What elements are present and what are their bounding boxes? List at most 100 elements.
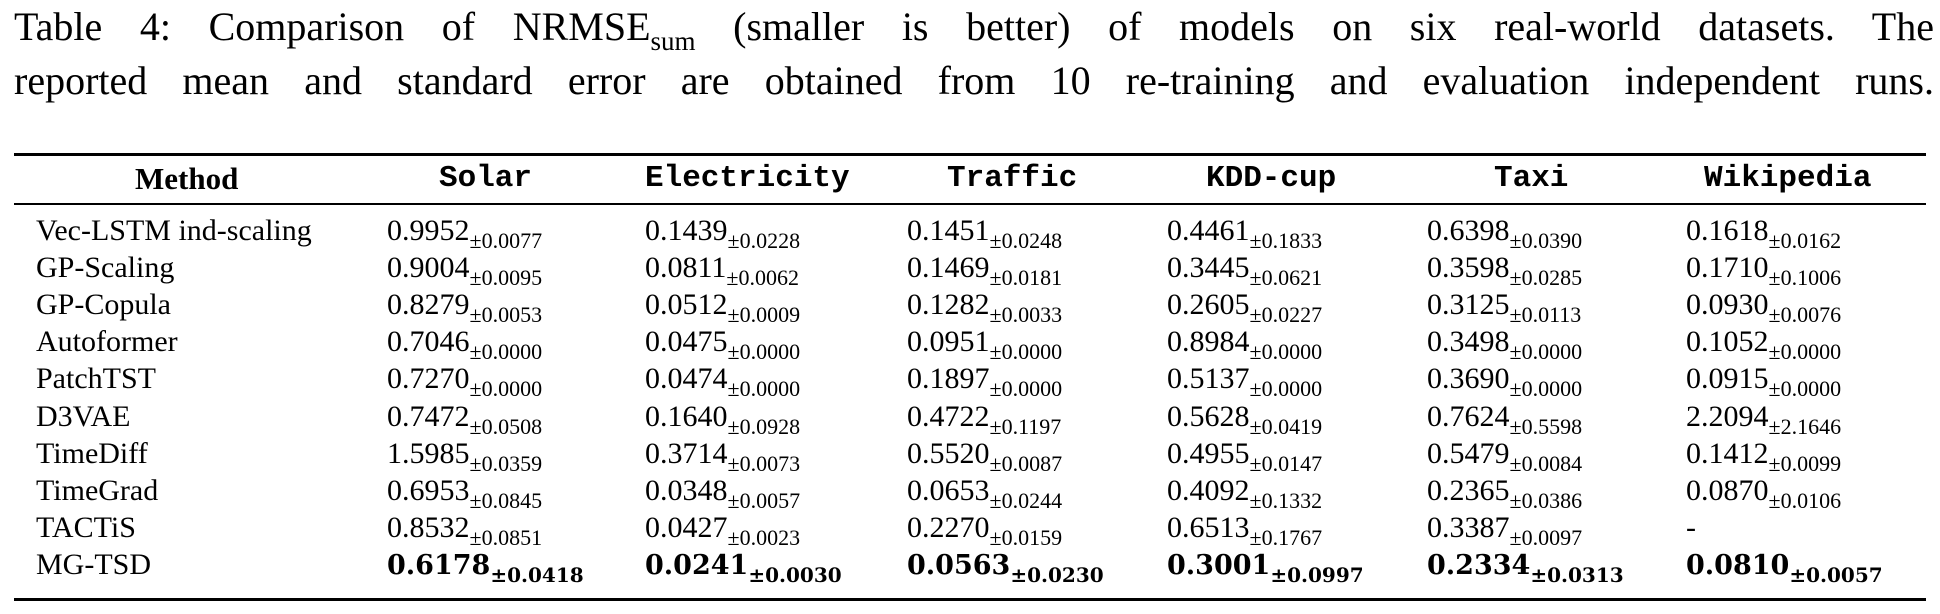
value-cell: 0.0348±0.0057: [645, 472, 800, 512]
mean-value: 0.3387: [1427, 510, 1510, 544]
value-cell: 0.0870±0.0106: [1686, 472, 1841, 512]
table-top-rule: [14, 153, 1926, 156]
mean-value: 0.0427: [645, 510, 728, 544]
mean-value: 0.0563: [907, 549, 1011, 581]
value-cell: 0.7472±0.0508: [387, 398, 542, 438]
mean-value: 0.4955: [1167, 436, 1250, 470]
table-row: PatchTST 0.7270±0.0000 0.0474±0.0000 0.1897…: [0, 360, 1940, 400]
value-cell: 0.1052±0.0000: [1686, 323, 1841, 363]
std-error: ±0.0181: [989, 265, 1063, 291]
value-cell: 0.0563±0.0230: [907, 546, 1104, 585]
table-row: GP-Scaling 0.9004±0.0095 0.0811±0.0062 0.14…: [0, 249, 1940, 289]
value-cell: 0.1897±0.0000: [907, 360, 1062, 400]
method-name: Vec-LSTM ind-scaling: [36, 214, 312, 247]
value-cell: 0.3714±0.0073: [645, 435, 800, 475]
std-error: ±0.1767: [1249, 524, 1323, 550]
value-cell: 0.4461±0.1833: [1167, 212, 1322, 252]
value-cell: 0.1618±0.0162: [1686, 212, 1841, 252]
std-error: ±0.0313: [1530, 562, 1624, 587]
std-error: ±0.0073: [727, 450, 801, 476]
value-cell: 0.8532±0.0851: [387, 509, 542, 549]
mean-value: 0.3445: [1167, 251, 1250, 285]
mean-value: 0.0653: [907, 473, 990, 507]
value-cell: 0.3125±0.0113: [1427, 286, 1581, 326]
std-error: ±0.1006: [1768, 265, 1842, 291]
method-name: Autoformer: [36, 325, 178, 359]
value-cell: 0.5479±0.0084: [1427, 435, 1582, 475]
mean-value: 0.3690: [1427, 362, 1510, 396]
table-row: D3VAE 0.7472±0.0508 0.1640±0.0928 0.4722±0.…: [0, 398, 1940, 438]
table-caption: Table 4: Comparison of NRMSEsum (smaller…: [14, 0, 1934, 108]
mean-value: 0.4092: [1167, 473, 1250, 507]
table-header-rule: [14, 203, 1926, 205]
value-cell: 0.5628±0.0419: [1167, 398, 1322, 438]
mean-value: 0.1710: [1686, 251, 1769, 285]
value-cell: 0.0241±0.0030: [645, 546, 842, 585]
column-header-kdd-cup: KDD-cup: [1206, 161, 1337, 196]
std-error: ±0.0418: [490, 562, 584, 587]
mean-value: 0.1282: [907, 288, 990, 322]
value-cell: 0.1412±0.0099: [1686, 435, 1841, 475]
value-cell: 0.1710±0.1006: [1686, 249, 1841, 289]
mean-value: 0.0512: [645, 288, 728, 322]
mean-value: 0.7270: [387, 362, 470, 396]
value-cell: 0.9952±0.0077: [387, 212, 542, 252]
std-error: ±0.0000: [1249, 339, 1323, 365]
mean-value: 0.1439: [645, 214, 728, 247]
value-cell: 0.0951±0.0000: [907, 323, 1062, 363]
value-cell: -: [1686, 509, 1696, 546]
std-error: ±0.0162: [1768, 228, 1842, 253]
value-cell: 0.3387±0.0097: [1427, 509, 1582, 549]
mean-value: -: [1686, 510, 1696, 544]
mean-value: 0.1412: [1686, 436, 1769, 470]
mean-value: 0.5520: [907, 436, 990, 470]
column-header-method: Method: [135, 161, 239, 196]
column-header-wikipedia: Wikipedia: [1704, 161, 1872, 196]
mean-value: 0.5137: [1167, 362, 1250, 396]
mean-value: 0.6178: [387, 549, 491, 581]
std-error: ±0.0000: [1509, 376, 1583, 402]
value-cell: 0.6178±0.0418: [387, 546, 584, 585]
mean-value: 0.7046: [387, 325, 470, 359]
mean-value: 0.0811: [645, 251, 727, 285]
std-error: ±0.0000: [1768, 339, 1842, 365]
std-error: ±0.0000: [1249, 376, 1323, 402]
value-cell: 0.6398±0.0390: [1427, 212, 1582, 252]
std-error: ±0.0997: [1270, 562, 1364, 587]
std-error: ±0.0285: [1509, 265, 1583, 291]
mean-value: 0.8984: [1167, 325, 1250, 359]
method-name: GP-Scaling: [36, 251, 175, 285]
value-cell: 0.1451±0.0248: [907, 212, 1062, 252]
mean-value: 0.1052: [1686, 325, 1769, 359]
mean-value: 0.0951: [907, 325, 990, 359]
table-row: Autoformer 0.7046±0.0000 0.0475±0.0000 0.09…: [0, 323, 1940, 363]
std-error: ±0.0227: [1249, 302, 1323, 328]
value-cell: 0.0810±0.0057: [1686, 546, 1883, 585]
mean-value: 0.9952: [387, 214, 470, 247]
std-error: ±0.0000: [469, 376, 543, 402]
value-cell: 0.3001±0.0997: [1167, 546, 1364, 585]
mean-value: 0.8279: [387, 288, 470, 322]
value-cell: 0.0427±0.0023: [645, 509, 800, 549]
value-cell: 0.3598±0.0285: [1427, 249, 1582, 289]
value-cell: 0.2365±0.0386: [1427, 472, 1582, 512]
std-error: ±0.0057: [727, 487, 801, 513]
std-error: ±0.0062: [726, 265, 799, 291]
column-header-taxi: Taxi: [1494, 161, 1569, 196]
method-name: PatchTST: [36, 362, 156, 396]
mean-value: 0.0348: [645, 473, 728, 507]
caption-text: Table 4: Comparison of NRMSE: [14, 4, 651, 49]
std-error: ±0.0099: [1768, 450, 1842, 476]
std-error: ±0.0000: [469, 339, 543, 365]
method-name: TimeGrad: [36, 473, 159, 507]
value-cell: 0.9004±0.0095: [387, 249, 542, 289]
std-error: ±0.0230: [1010, 562, 1104, 587]
std-error: ±0.0244: [989, 487, 1063, 513]
mean-value: 0.1897: [907, 362, 990, 396]
value-cell: 0.0811±0.0062: [645, 249, 799, 289]
table-row: TimeDiff 1.5985±0.0359 0.3714±0.0073 0.5520…: [0, 435, 1940, 475]
std-error: ±0.0928: [727, 413, 801, 439]
method-name: D3VAE: [36, 399, 131, 433]
value-cell: 0.4092±0.1332: [1167, 472, 1322, 512]
table-row: Vec-LSTM ind-scaling 0.9952±0.0077 0.1439 ±…: [0, 212, 1940, 252]
